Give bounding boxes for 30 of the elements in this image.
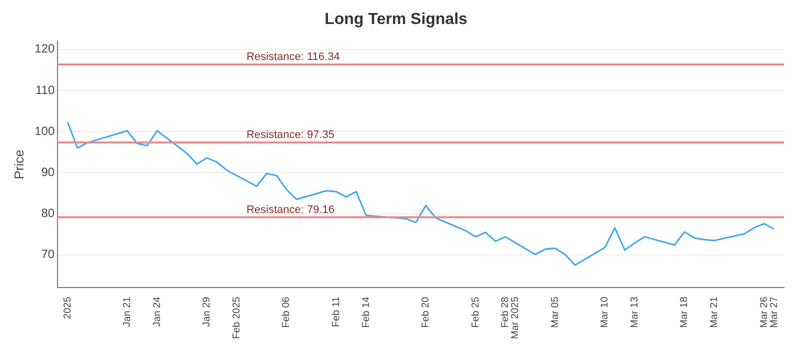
x-tick-label: Feb 2025 xyxy=(231,296,242,340)
x-tick-label: Feb 11 xyxy=(330,296,342,328)
y-tick-label: 120 xyxy=(34,42,55,56)
x-tick-label: Jan 24 xyxy=(152,296,163,327)
x-tick-label: Jan 21 xyxy=(122,296,134,327)
x-tick-label: Mar 10 xyxy=(600,296,611,328)
x-tick-label: Feb 14 xyxy=(360,296,372,328)
x-tick-label: Mar 26 xyxy=(758,296,770,328)
x-tick-label: Feb 25 xyxy=(470,296,482,328)
x-tick-label: Feb 20 xyxy=(420,296,432,328)
chart-title: Long Term Signals xyxy=(324,11,468,28)
y-tick-label: 100 xyxy=(34,124,55,138)
y-tick-label: 90 xyxy=(41,165,55,180)
x-tick-label: Mar 21 xyxy=(709,296,720,328)
x-tick-label: Mar 2025 xyxy=(510,296,522,339)
x-tick-label: Mar 18 xyxy=(679,296,690,328)
ref-line-label: Resistance: 116.34 xyxy=(246,50,340,63)
x-tick-label: Jan 29 xyxy=(202,296,213,327)
ref-line-label: Resistance: 79.16 xyxy=(246,204,335,216)
y-axis-title: Price xyxy=(11,150,26,180)
x-tick-label: Mar 13 xyxy=(629,296,640,328)
x-tick-label: Feb 28 xyxy=(500,296,512,328)
y-tick-label: 70 xyxy=(41,247,55,262)
x-tick-label: Mar 05 xyxy=(550,296,561,328)
y-tick-label: 80 xyxy=(41,206,55,220)
x-tick-label: Feb 06 xyxy=(281,296,292,328)
x-tick-label: Mar 27 xyxy=(768,296,780,328)
y-tick-label: 110 xyxy=(35,82,55,97)
x-tick-label: 2025 xyxy=(62,296,74,319)
ref-line-label: Resistance: 97.35 xyxy=(246,129,335,142)
